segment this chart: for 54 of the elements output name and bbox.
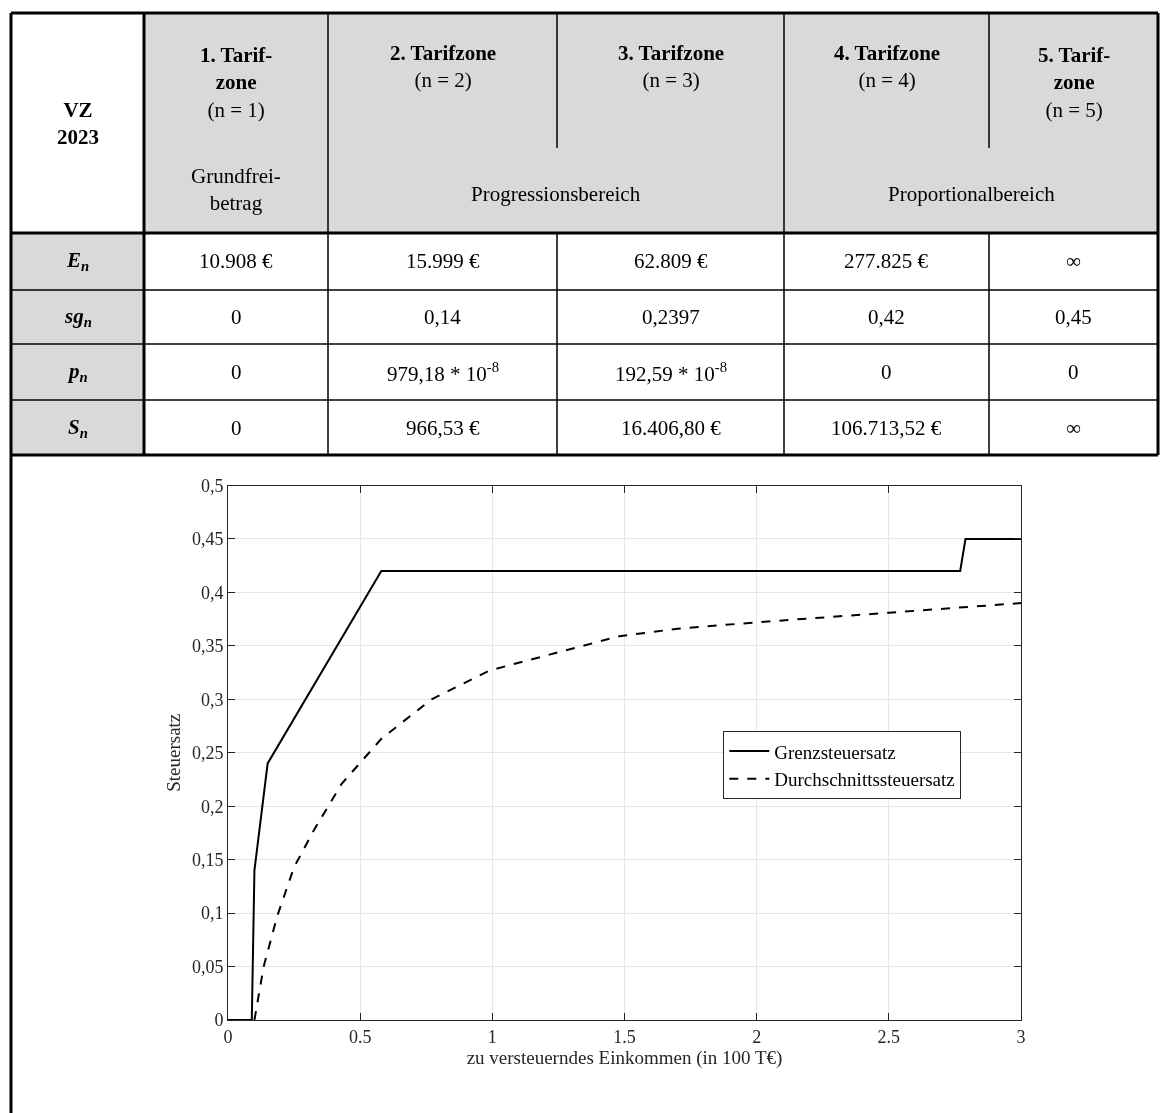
legend-label: Durchschnittssteuersatz	[774, 769, 955, 791]
text: 0	[231, 416, 242, 440]
text: ∞	[1066, 249, 1081, 273]
y-tick-label: 0,3	[200, 689, 224, 710]
text: S$_{n}$	[68, 415, 88, 442]
x-tick-label: 2	[752, 1026, 762, 1047]
text: Proportionalbereich	[888, 182, 1056, 206]
text: 0	[231, 305, 242, 329]
text: 5. Tarif- zone (n = 5)	[1038, 43, 1111, 122]
text: 966,53 €	[406, 416, 480, 440]
y-tick-label: 0,35	[191, 636, 224, 657]
text: 62.809 €	[634, 249, 708, 273]
text: 0,2397	[642, 305, 700, 329]
y-axis-title: Steuersatz	[162, 713, 184, 792]
text: 4. Tarifzone (n = 4)	[834, 41, 941, 93]
text: Grundfrei- betrag	[191, 164, 281, 216]
text: sg$_{n}$	[64, 304, 92, 331]
y-tick-label: 0,25	[191, 743, 224, 764]
y-tick-label: 0,15	[191, 849, 224, 870]
x-tick-label: 0.5	[348, 1026, 372, 1047]
text: E$_{n}$	[66, 248, 90, 275]
text: 0,14	[424, 305, 462, 329]
y-tick-label: 0	[214, 1010, 224, 1031]
text: 16.406,80 €	[621, 416, 722, 440]
text: 0,42	[868, 305, 905, 329]
text: 979,18 * 10$^{-8}$	[387, 359, 499, 386]
text: 3. Tarifzone (n = 3)	[618, 41, 725, 93]
text: 0	[231, 360, 242, 384]
y-tick-label: 0,5	[200, 475, 224, 496]
text: 0	[1068, 360, 1079, 384]
text: 15.999 €	[406, 249, 480, 273]
legend-label: Grenzsteuersatz	[774, 741, 896, 763]
text: 106.713,52 €	[831, 416, 942, 440]
y-tick-label: 0,05	[191, 956, 224, 977]
y-tick-label: 0,1	[200, 903, 224, 924]
text: 10.908 €	[199, 249, 273, 273]
text: Progressionsbereich	[471, 182, 641, 206]
y-tick-label: 0,2	[200, 796, 224, 817]
x-tick-label: 2.5	[877, 1026, 901, 1047]
y-tick-label: 0,45	[191, 529, 224, 550]
text: 277.825 €	[844, 249, 929, 273]
text: 0	[881, 360, 892, 384]
text: 1. Tarif- zone (n = 1)	[200, 43, 273, 122]
x-tick-label: 1.5	[613, 1026, 636, 1047]
y-tick-label: 0,4	[200, 582, 224, 603]
text: 192,59 * 10$^{-8}$	[615, 359, 727, 386]
text: VZ 2023	[57, 98, 99, 150]
text: ∞	[1066, 416, 1081, 440]
text: 2. Tarifzone (n = 2)	[390, 41, 497, 93]
x-tick-label: 3	[1016, 1026, 1026, 1047]
x-axis-title: zu versteuerndes Einkommen (in 100 T€)	[466, 1046, 783, 1069]
x-tick-label: 1	[487, 1026, 497, 1047]
text: 0,45	[1055, 305, 1092, 329]
text: p$_{n}$	[67, 359, 88, 386]
